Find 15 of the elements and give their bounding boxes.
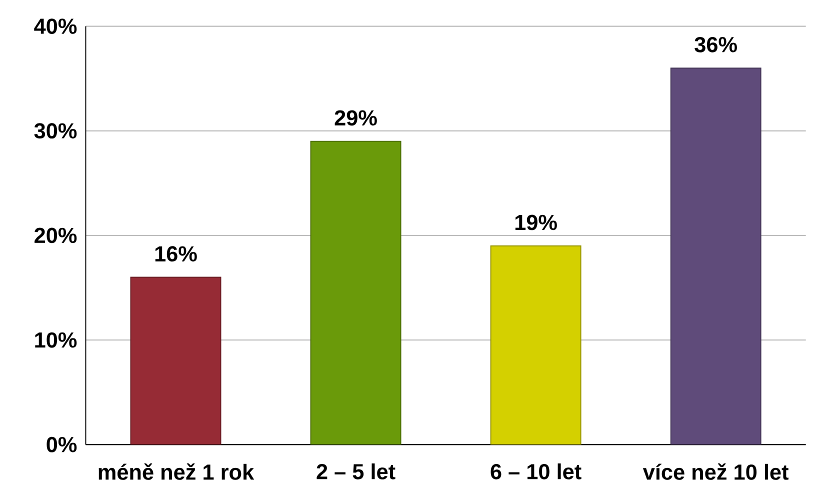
- x-tick-label: méně než 1 rok: [98, 463, 254, 480]
- data-label: 29%: [334, 110, 377, 126]
- data-label: 36%: [694, 36, 737, 52]
- y-tick-label: 0%: [46, 436, 77, 452]
- x-tick-label: 6 – 10 let: [490, 463, 582, 480]
- x-tick-label: 2 – 5 let: [316, 463, 396, 480]
- y-tick-label: 10%: [35, 332, 77, 348]
- bar: [490, 245, 582, 445]
- bar: [310, 140, 402, 445]
- y-tick-label: 40%: [34, 18, 77, 34]
- data-label: 19%: [515, 214, 557, 230]
- x-tick-label: více než 10 let: [642, 463, 788, 480]
- y-tick-label: 20%: [34, 228, 77, 244]
- data-label: 16%: [155, 246, 197, 262]
- y-tick-label: 30%: [34, 123, 77, 139]
